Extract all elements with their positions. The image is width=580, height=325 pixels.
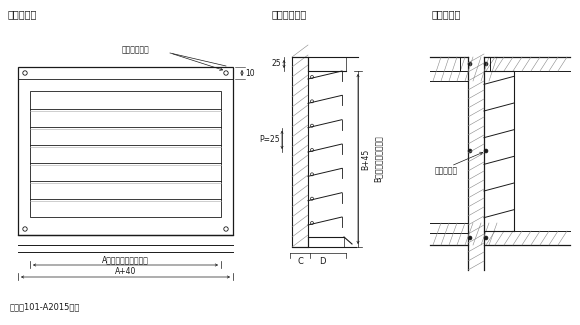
Text: A+40: A+40: [115, 267, 136, 277]
Text: 10: 10: [245, 69, 255, 77]
Text: 【縦断面図】: 【縦断面図】: [272, 9, 307, 19]
Text: B（取付け開口寸法）: B（取付け開口寸法）: [374, 136, 382, 182]
Circle shape: [484, 62, 488, 66]
Text: 25: 25: [271, 59, 281, 69]
Circle shape: [468, 236, 472, 240]
Circle shape: [484, 236, 488, 240]
Text: 【施工例】: 【施工例】: [432, 9, 461, 19]
Circle shape: [468, 149, 472, 153]
Bar: [30, 91, 221, 217]
Text: A（取付け開口寸法）: A（取付け開口寸法）: [102, 255, 149, 265]
Circle shape: [484, 149, 488, 153]
Text: C: C: [297, 256, 303, 266]
Text: 【外観図】: 【外観図】: [8, 9, 37, 19]
Text: B+45: B+45: [361, 149, 371, 170]
Bar: [292, 57, 308, 247]
Text: 取付けビス穴: 取付けビス穴: [121, 46, 149, 55]
Bar: [18, 67, 233, 235]
Text: 図面は101-A2015です: 図面は101-A2015です: [10, 303, 81, 311]
Text: 取付けビス: 取付けビス: [435, 166, 458, 176]
Circle shape: [468, 62, 472, 66]
Text: D: D: [319, 256, 325, 266]
Text: P=25: P=25: [260, 135, 280, 144]
